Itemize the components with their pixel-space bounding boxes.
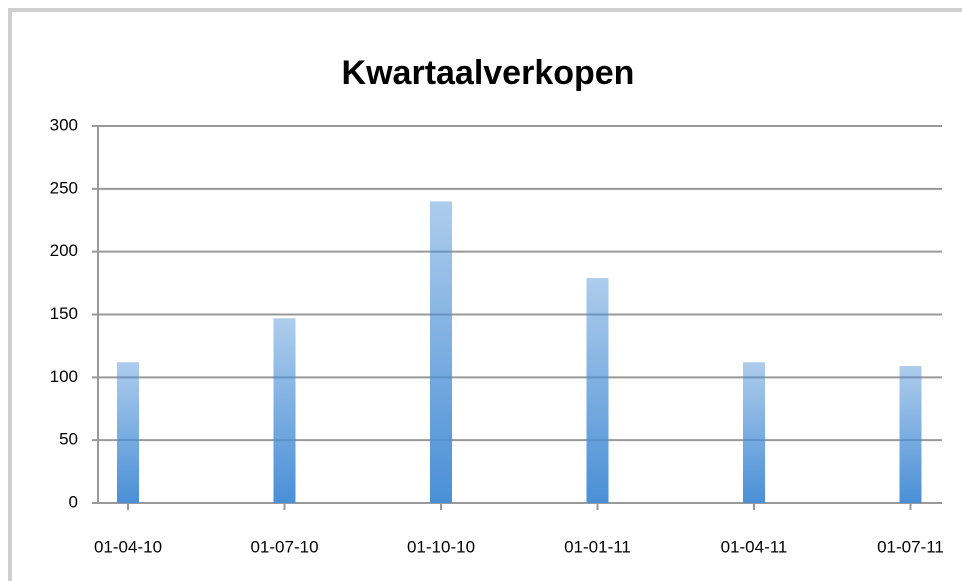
y-tick-label: 0 — [69, 492, 78, 511]
x-tick-label: 01-04-11 — [721, 537, 788, 556]
bar — [273, 318, 296, 503]
bar — [899, 366, 922, 503]
bar — [430, 201, 452, 503]
y-tick-label: 150 — [50, 304, 78, 323]
x-tick-label: 01-07-11 — [877, 537, 944, 556]
x-tick-label: 01-01-11 — [564, 537, 631, 556]
chart-frame — [8, 8, 962, 581]
x-tick-label: 01-04-10 — [94, 537, 162, 556]
y-tick-label: 300 — [50, 115, 78, 134]
y-tick-label: 50 — [59, 430, 78, 449]
y-tick-label: 100 — [50, 367, 78, 386]
bar — [586, 278, 609, 503]
bar — [743, 362, 765, 503]
bar — [117, 362, 139, 503]
x-tick-label: 01-07-10 — [250, 537, 318, 556]
chart-title: Kwartaalverkopen — [342, 54, 635, 92]
y-tick-label: 250 — [50, 178, 78, 197]
x-tick-label: 01-10-10 — [407, 537, 475, 556]
y-tick-label: 200 — [50, 241, 78, 260]
